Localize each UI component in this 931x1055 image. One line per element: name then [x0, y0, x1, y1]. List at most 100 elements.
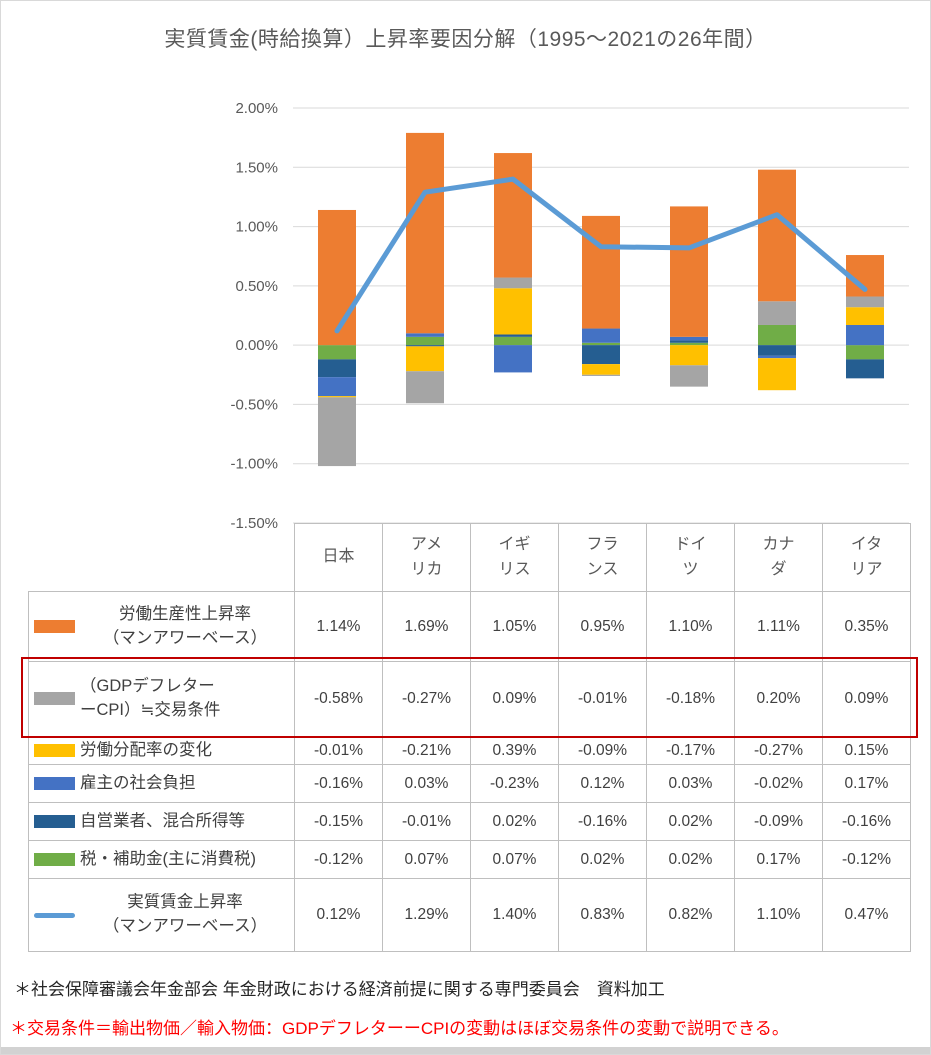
- y-axis-tick-label: 0.50%: [235, 278, 278, 295]
- table-corner-cell: [29, 524, 295, 592]
- bar-segment: [406, 336, 444, 346]
- value-cell: 0.15%: [822, 736, 911, 765]
- table-header-row: 日本 アメ リカ イギ リス フラ ンス ドイツカナダイタ リア: [29, 523, 911, 592]
- y-axis-tick-label: 1.00%: [235, 219, 278, 236]
- footnote-source: ＊社会保障審議会年金部会 年金財政における経済前提に関する専門委員会 資料加工: [14, 980, 665, 999]
- value-cell: 0.39%: [470, 736, 559, 765]
- table-row: （GDPデフレター ーCPI）≒交易条件 -0.58% -0.27% 0.09% -0.0…: [28, 661, 911, 737]
- value-cell: -0.01%: [382, 802, 471, 841]
- value-cell: -0.09%: [558, 736, 647, 765]
- value-cell: 0.02%: [470, 802, 559, 841]
- value-cell: -0.18%: [646, 661, 735, 737]
- bar-segment: [758, 301, 796, 325]
- value-cell: 0.03%: [382, 764, 471, 803]
- bar-segment: [582, 215, 620, 329]
- bar-segment: [670, 206, 708, 337]
- bar-segment: [494, 153, 532, 278]
- table-row: 雇主の社会負担 -0.16% 0.03% -0.23% 0.12% 0.03% -0.02%…: [28, 764, 911, 803]
- value-cell: 1.10%: [734, 878, 823, 952]
- table-row: 労働分配率の変化 -0.01% -0.21% 0.39% -0.09% -0.17% -0.…: [28, 736, 911, 765]
- bar-segment: [670, 336, 708, 341]
- y-axis-tick-label: 1.50%: [235, 159, 278, 176]
- value-cell: -0.01%: [294, 736, 383, 765]
- value-cell: -0.27%: [734, 736, 823, 765]
- bar-segment: [582, 342, 620, 346]
- data-table: 日本 アメ リカ イギ リス フラ ンス ドイツカナダイタ リア労働生産性上昇率 （マンアワーベー…: [28, 523, 911, 952]
- value-cell: -0.16%: [558, 802, 647, 841]
- bar-segment: [494, 345, 532, 373]
- table-row: 労働生産性上昇率 （マンアワーベース） 1.14% 1.69% 1.05% 0.95% 1.…: [28, 591, 911, 662]
- legend-line-swatch: [34, 913, 75, 919]
- value-cell: 0.02%: [646, 840, 735, 879]
- bar-segment: [318, 209, 356, 346]
- value-cell: 1.14%: [294, 591, 383, 662]
- series-label: 雇主の社会負担: [80, 773, 196, 792]
- column-header-6: カナダ: [734, 523, 823, 592]
- value-cell: 0.12%: [294, 878, 383, 952]
- value-cell: 1.05%: [470, 591, 559, 662]
- bar-segment: [406, 333, 444, 337]
- bar-segment: [318, 396, 356, 398]
- bar-segment: [494, 334, 532, 337]
- value-cell: -0.09%: [734, 802, 823, 841]
- series-label: 自営業者、混合所得等: [80, 811, 245, 830]
- real-wage-line: [334, 176, 868, 334]
- bar-segment: [670, 365, 708, 387]
- bar-segment: [846, 359, 884, 379]
- value-cell: 1.10%: [646, 591, 735, 662]
- bar-segment: [846, 307, 884, 325]
- footnote-terms-of-trade: ＊交易条件＝輸出物価／輸入物価：GDPデフレターーCPIの変動はほぼ交易条件の変…: [10, 1019, 789, 1038]
- value-cell: -0.23%: [470, 764, 559, 803]
- bar-segment: [406, 371, 444, 404]
- value-cell: 0.47%: [822, 878, 911, 952]
- value-cell: -0.17%: [646, 736, 735, 765]
- value-cell: 0.07%: [470, 840, 559, 879]
- table-row: 実質賃金上昇率 （マンアワーベース） 0.12% 1.29% 1.40% 0.83% 0.8…: [28, 878, 911, 952]
- value-cell: 0.02%: [558, 840, 647, 879]
- bar-segment: [758, 345, 796, 356]
- value-cell: -0.12%: [294, 840, 383, 879]
- value-cell: 0.09%: [470, 661, 559, 737]
- bar-segment: [758, 355, 796, 359]
- bar-segment: [846, 345, 884, 360]
- series-label: （GDPデフレター ーCPI）≒交易条件: [80, 677, 221, 719]
- y-axis-tick-label: 2.00%: [235, 100, 278, 117]
- value-cell: 0.83%: [558, 878, 647, 952]
- bar-segment: [494, 288, 532, 335]
- value-cell: 0.95%: [558, 591, 647, 662]
- value-cell: -0.15%: [294, 802, 383, 841]
- value-cell: 1.29%: [382, 878, 471, 952]
- value-cell: 1.11%: [734, 591, 823, 662]
- value-cell: -0.02%: [734, 764, 823, 803]
- value-cell: -0.16%: [294, 764, 383, 803]
- series-label: 労働生産性上昇率 （マンアワーベース）: [102, 604, 268, 647]
- bar-segment: [758, 358, 796, 391]
- bar-segment: [494, 277, 532, 289]
- table-row: 自営業者、混合所得等 -0.15% -0.01% 0.02% -0.16% 0.02% -0…: [28, 802, 911, 841]
- legend-bar-swatch: [34, 776, 75, 790]
- value-cell: -0.27%: [382, 661, 471, 737]
- bar-segment: [318, 345, 356, 360]
- bar-segment: [318, 359, 356, 378]
- series-label-cell: 自営業者、混合所得等: [28, 802, 295, 841]
- table-row: 税・補助金(主に消費税) -0.12% 0.07% 0.07% 0.02% 0.02% 0.…: [28, 840, 911, 879]
- bar-segment: [406, 346, 444, 372]
- series-label-cell: （GDPデフレター ーCPI）≒交易条件: [28, 661, 295, 737]
- bar-segment: [318, 377, 356, 397]
- value-cell: 0.17%: [822, 764, 911, 803]
- bar-segment: [582, 364, 620, 375]
- bar-segment: [670, 345, 708, 366]
- bottom-edge-strip: [1, 1047, 930, 1054]
- column-header-4: フラ ンス: [558, 523, 647, 592]
- value-cell: 0.09%: [822, 661, 911, 737]
- value-cell: -0.01%: [558, 661, 647, 737]
- bar-segment: [318, 397, 356, 467]
- value-cell: 0.03%: [646, 764, 735, 803]
- value-cell: 1.69%: [382, 591, 471, 662]
- series-label: 労働分配率の変化: [80, 740, 212, 759]
- value-cell: 0.35%: [822, 591, 911, 662]
- legend-bar-swatch: [34, 852, 75, 866]
- bar-segment: [406, 132, 444, 334]
- legend-bar-swatch: [34, 814, 75, 828]
